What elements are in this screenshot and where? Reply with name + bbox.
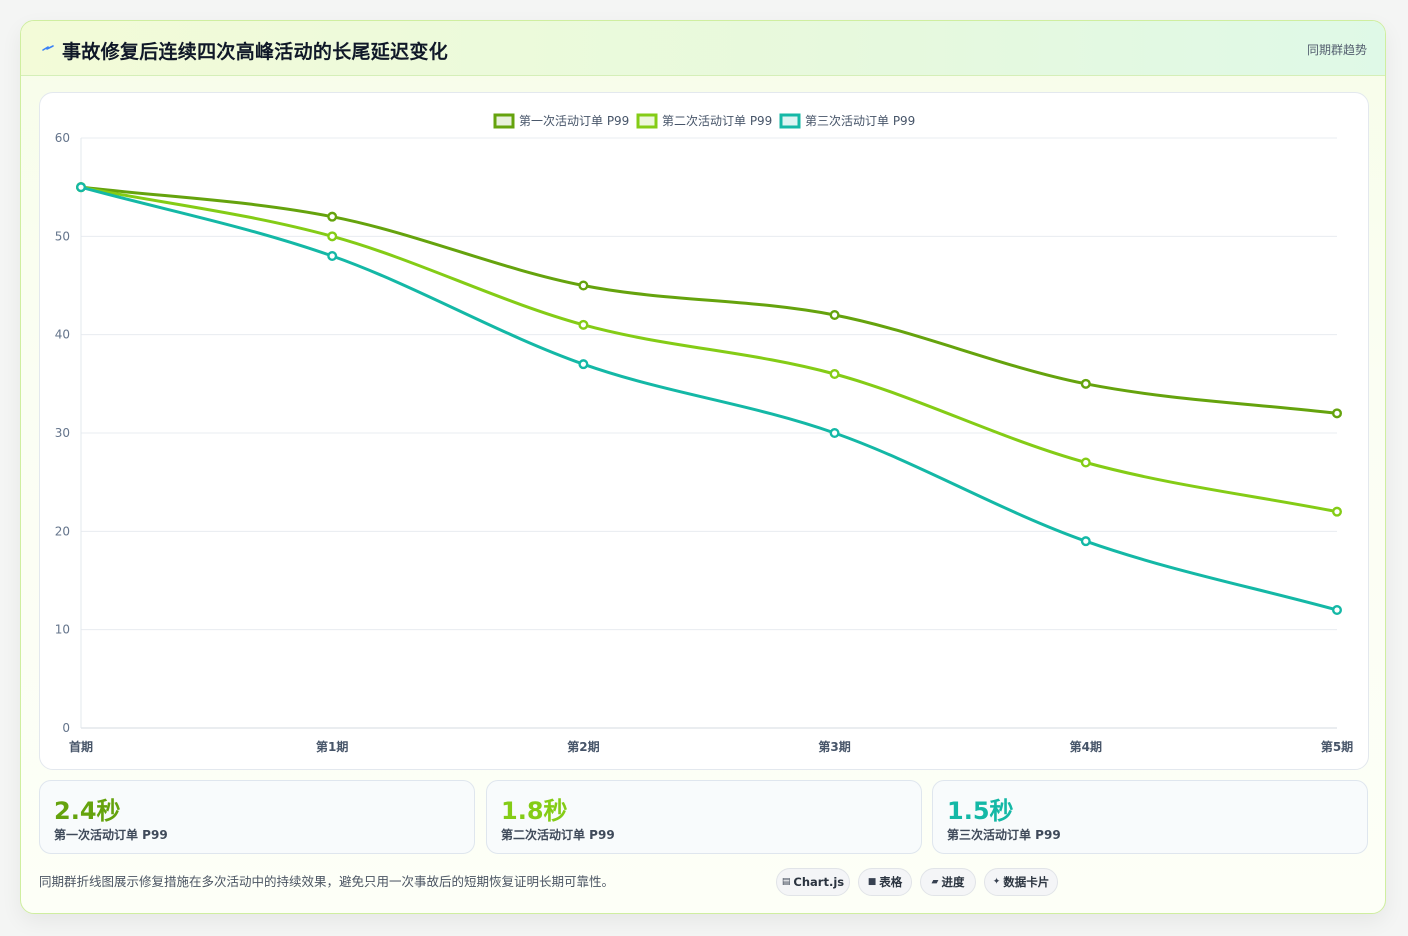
data-point xyxy=(327,211,338,222)
series-line xyxy=(79,185,1339,612)
stat-label: 第三次活动订单 P99 xyxy=(947,828,1061,842)
legend-item: 第一次活动订单 P99 xyxy=(493,113,629,129)
x-tick-label: 第2期 xyxy=(567,739,599,754)
data-point xyxy=(76,182,87,193)
sparkle-icon: ✦ xyxy=(992,877,1001,887)
pill-label: 数据卡片 xyxy=(1003,875,1050,889)
series-2 xyxy=(76,182,1342,517)
data-point xyxy=(1331,605,1342,616)
progress-pill[interactable]: ▰ 进度 xyxy=(920,868,976,896)
stat-value: 1.8秒 xyxy=(501,797,568,825)
series-3 xyxy=(76,182,1342,616)
pill-label: 表格 xyxy=(879,875,903,889)
stat-card-second: 1.8秒 第二次活动订单 P99 xyxy=(486,780,922,854)
table-pill[interactable]: ■ 表格 xyxy=(858,868,912,896)
stat-cards: 2.4秒 第一次活动订单 P99 1.8秒 第二次活动订单 P99 1.5秒 第… xyxy=(39,780,1369,854)
legend-swatch xyxy=(636,113,658,129)
stat-card-third: 1.5秒 第三次活动订单 P99 xyxy=(932,780,1368,854)
lightning-icon xyxy=(42,45,54,51)
legend-item: 第三次活动订单 P99 xyxy=(779,113,915,129)
page-title: 事故修复后连续四次高峰活动的长尾延迟变化 xyxy=(62,41,449,63)
footer-note: 同期群折线图展示修复措施在多次活动中的持续效果，避免只用一次事故后的短期恢复证明… xyxy=(39,874,615,889)
card-header: 事故修复后连续四次高峰活动的长尾延迟变化 同期群趋势 xyxy=(21,21,1385,76)
pill-label: Chart.js xyxy=(793,875,845,889)
data-point xyxy=(1331,506,1342,517)
legend-swatch xyxy=(779,113,801,129)
data-point xyxy=(578,319,589,330)
stat-card-first: 2.4秒 第一次活动订单 P99 xyxy=(39,780,475,854)
x-tick-label: 首期 xyxy=(69,739,93,754)
legend-swatch xyxy=(493,113,515,129)
data-point xyxy=(1080,536,1091,547)
data-point xyxy=(1080,378,1091,389)
data-point xyxy=(1080,457,1091,468)
series-line xyxy=(79,185,1339,514)
data-point xyxy=(829,309,840,320)
data-card-pill[interactable]: ✦ 数据卡片 xyxy=(984,868,1058,896)
data-point xyxy=(829,428,840,439)
table-icon: ■ xyxy=(867,877,877,887)
stat-value: 2.4秒 xyxy=(54,797,121,825)
data-point xyxy=(327,250,338,261)
legend-label: 第二次活动订单 P99 xyxy=(662,114,772,128)
y-tick-label: 60 xyxy=(55,131,70,145)
data-point xyxy=(578,280,589,291)
x-tick-label: 第3期 xyxy=(818,739,850,754)
pill-label: 进度 xyxy=(941,875,965,889)
series-line xyxy=(79,185,1339,415)
legend-label: 第一次活动订单 P99 xyxy=(519,114,629,128)
x-tick-label: 第5期 xyxy=(1321,739,1353,754)
progress-icon: ▰ xyxy=(931,877,939,887)
data-point xyxy=(578,359,589,370)
legend-item: 第二次活动订单 P99 xyxy=(636,113,772,129)
legend-label: 第三次活动订单 P99 xyxy=(805,114,915,128)
data-point xyxy=(829,369,840,380)
y-tick-label: 40 xyxy=(55,328,70,342)
y-tick-label: 10 xyxy=(55,623,70,637)
x-tick-label: 第1期 xyxy=(316,739,348,754)
header-tag: 同期群趋势 xyxy=(1306,43,1367,57)
chart-icon: ▤ xyxy=(781,877,791,887)
chart-card: 事故修复后连续四次高峰活动的长尾延迟变化 同期群趋势 0 10 20 30 40 50 60… xyxy=(20,20,1386,914)
y-tick-label: 50 xyxy=(55,229,70,243)
line-chart: 0 10 20 30 40 50 60 首期 第1期 第2期 第3期 第4期 第5期 第一次活动订单 P9… xyxy=(55,113,1353,754)
stat-label: 第二次活动订单 P99 xyxy=(501,828,615,842)
data-point xyxy=(1331,408,1342,419)
stat-value: 1.5秒 xyxy=(947,797,1014,825)
x-tick-label: 第4期 xyxy=(1070,739,1102,754)
y-tick-label: 20 xyxy=(55,524,70,538)
stat-label: 第一次活动订单 P99 xyxy=(54,828,168,842)
y-tick-label: 30 xyxy=(55,426,70,440)
chart-panel: 0 10 20 30 40 50 60 首期 第1期 第2期 第3期 第4期 第5期 第一次活动订单 P9… xyxy=(39,92,1369,770)
chartjs-pill[interactable]: ▤ Chart.js xyxy=(776,868,850,896)
y-tick-label: 0 xyxy=(62,721,70,735)
series-1 xyxy=(76,182,1342,419)
data-point xyxy=(327,231,338,242)
